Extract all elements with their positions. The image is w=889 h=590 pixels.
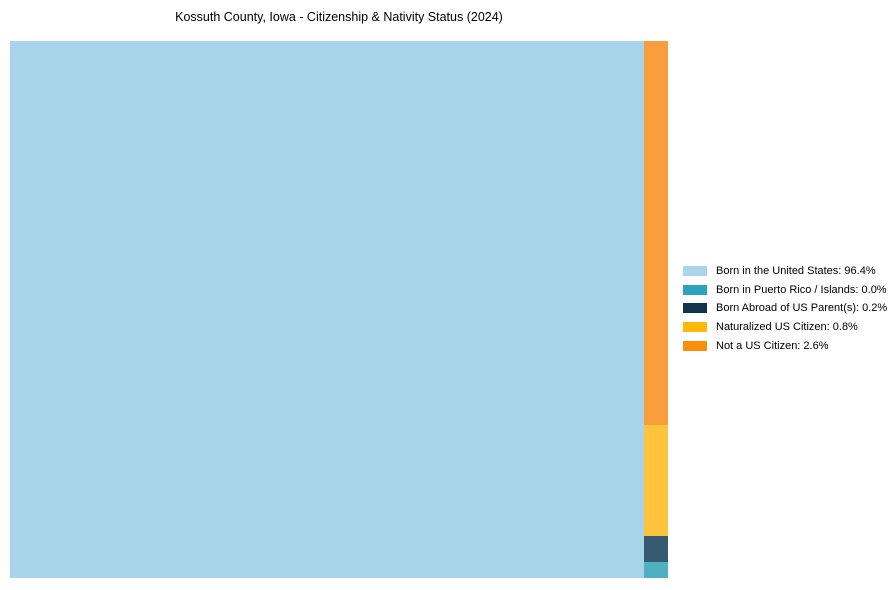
legend-swatch-icon: [683, 340, 707, 351]
treemap-block-born-in-the-united-states: [10, 41, 644, 578]
legend-swatch-icon: [683, 266, 707, 277]
legend-swatch-icon: [683, 303, 707, 314]
legend-swatch-icon: [683, 284, 707, 295]
legend-swatch-icon: [683, 322, 707, 333]
treemap-block-naturalized-us-citizen: [644, 425, 668, 536]
legend-row-1: Born in Puerto Rico / Islands: 0.0%: [683, 281, 887, 300]
treemap-block-not-a-us-citizen: [644, 41, 668, 425]
legend-label: Naturalized US Citizen: 0.8%: [716, 321, 858, 334]
legend-row-2: Born Abroad of US Parent(s): 0.2%: [683, 299, 887, 318]
legend-label: Born in the United States: 96.4%: [716, 265, 876, 278]
legend: Born in the United States: 96.4% Born in …: [683, 262, 887, 355]
legend-row-4: Not a US Citizen: 2.6%: [683, 336, 887, 355]
chart-title: Kossuth County, Iowa - Citizenship & Nat…: [175, 10, 503, 24]
treemap-block-born-abroad-of-us-parents: [644, 536, 668, 562]
legend-row-3: Naturalized US Citizen: 0.8%: [683, 318, 887, 337]
legend-label: Born Abroad of US Parent(s): 0.2%: [716, 302, 888, 315]
legend-row-0: Born in the United States: 96.4%: [683, 262, 887, 281]
legend-label: Born in Puerto Rico / Islands: 0.0%: [716, 283, 887, 296]
treemap-plot: [10, 41, 668, 578]
legend-label: Not a US Citizen: 2.6%: [716, 339, 829, 352]
treemap-block-born-in-puerto-rico-islands: [644, 562, 668, 578]
